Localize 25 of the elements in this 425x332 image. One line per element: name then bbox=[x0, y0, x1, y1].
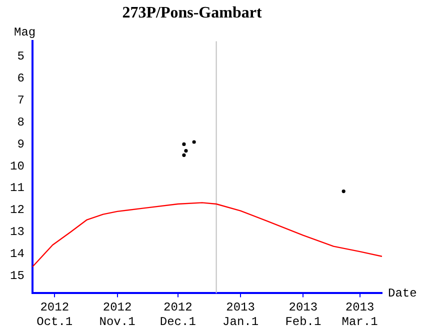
y-tick-label: 15 bbox=[10, 268, 24, 283]
point bbox=[192, 140, 196, 144]
y-tick-label: 11 bbox=[10, 181, 24, 196]
x-tick-label: 2013 Feb.1 bbox=[285, 300, 322, 329]
y-tick-label: 7 bbox=[17, 94, 24, 108]
y-axis-title: Mag bbox=[14, 25, 36, 40]
y-tick-label: 14 bbox=[10, 246, 24, 261]
x-axis-title: Date bbox=[388, 286, 417, 300]
point bbox=[342, 190, 346, 194]
point bbox=[184, 148, 188, 153]
x-tick-label: 2012 Dec.1 bbox=[160, 300, 196, 329]
point bbox=[182, 142, 186, 146]
x-tick-label: 2012 Oct.1 bbox=[36, 300, 73, 329]
y-tick-label: 9 bbox=[17, 137, 24, 152]
y-tick-label: 13 bbox=[10, 225, 24, 240]
x-tick-label: 2013 Jan.1 bbox=[222, 300, 259, 329]
x-tick-label: 2013 Mar.1 bbox=[342, 300, 378, 329]
y-tick-label: 12 bbox=[10, 203, 24, 218]
x-tick-label: 2012 Nov.1 bbox=[99, 300, 136, 329]
y-tick-label: 8 bbox=[17, 115, 24, 130]
chart-title: 273P/Pons-Gambart bbox=[122, 4, 262, 22]
point bbox=[182, 153, 186, 157]
y-tick-label: 10 bbox=[10, 159, 24, 174]
y-tick-label: 6 bbox=[17, 72, 24, 86]
y-tick-label: 5 bbox=[17, 50, 24, 64]
